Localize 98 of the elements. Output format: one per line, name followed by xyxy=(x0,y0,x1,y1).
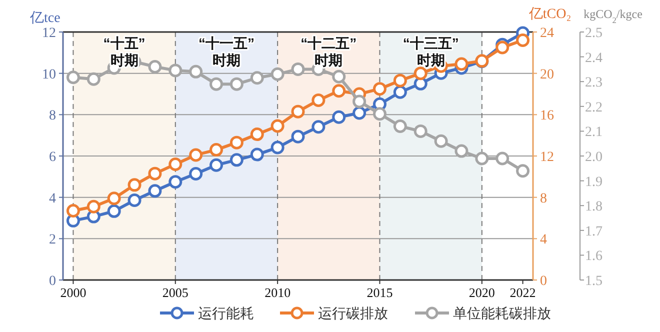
point xyxy=(475,152,489,166)
x-tick-label: 2015 xyxy=(366,285,393,300)
point xyxy=(332,110,346,124)
point xyxy=(230,77,244,91)
point xyxy=(168,64,182,78)
legend-label: 单位能耗碳排放 xyxy=(453,305,551,321)
point xyxy=(352,94,366,108)
y2-tick-label: 8 xyxy=(540,191,547,206)
y-tick-label: 10 xyxy=(42,67,56,82)
point xyxy=(250,71,264,85)
point xyxy=(414,76,428,90)
band-label: “十五” 时期 xyxy=(103,35,146,68)
point xyxy=(332,84,346,98)
legend-item: 运行能耗 xyxy=(160,305,254,321)
point xyxy=(189,64,203,78)
x-tick-label: 2000 xyxy=(60,285,86,300)
y2-axis-title: 亿tCO₂ xyxy=(528,6,572,22)
y3-tick-label: 2.0 xyxy=(585,150,602,165)
point xyxy=(434,134,448,148)
point xyxy=(250,148,264,162)
x-tick-label: 2010 xyxy=(264,285,291,300)
point xyxy=(291,104,305,118)
y-axis-title: 亿tce xyxy=(29,10,60,26)
point xyxy=(128,193,142,207)
y3-tick-label: 2.1 xyxy=(585,125,602,140)
point xyxy=(496,40,510,54)
legend-item: 单位能耗碳排放 xyxy=(415,305,551,321)
y-tick-label: 0 xyxy=(49,274,56,289)
point xyxy=(230,153,244,167)
point xyxy=(291,62,305,76)
point xyxy=(128,178,142,192)
point xyxy=(454,57,468,71)
y2-tick-label: 20 xyxy=(540,67,554,82)
point xyxy=(516,164,530,178)
point xyxy=(270,140,284,154)
point xyxy=(516,34,530,48)
point xyxy=(270,119,284,133)
y3-tick-label: 2.5 xyxy=(585,26,602,41)
y3-tick-label: 1.6 xyxy=(585,249,602,264)
point xyxy=(454,144,468,158)
point xyxy=(168,158,182,172)
y2-tick-label: 0 xyxy=(540,274,547,289)
y-tick-label: 2 xyxy=(49,232,56,248)
y3-tick-label: 1.5 xyxy=(585,274,602,289)
y2-tick-label: 4 xyxy=(540,232,547,248)
point xyxy=(291,130,305,144)
point xyxy=(352,106,366,120)
y3-tick-label: 1.7 xyxy=(585,224,602,240)
point xyxy=(210,77,224,91)
point xyxy=(332,70,346,84)
point xyxy=(189,167,203,181)
point xyxy=(107,204,121,218)
point xyxy=(66,204,80,218)
point xyxy=(86,200,100,214)
y3-tick-label: 2.2 xyxy=(585,100,602,116)
point xyxy=(270,67,284,81)
legend-label: 运行能耗 xyxy=(198,305,254,321)
y-tick-label: 8 xyxy=(49,108,56,124)
y3-tick-label: 1.8 xyxy=(585,200,602,215)
point xyxy=(312,93,326,107)
point xyxy=(210,143,224,157)
point xyxy=(189,148,203,162)
point xyxy=(210,158,224,172)
point xyxy=(414,124,428,138)
point xyxy=(148,184,162,198)
y3-tick-label: 2.4 xyxy=(585,50,602,66)
band-label: “十一五” 时期 xyxy=(198,35,254,68)
point xyxy=(148,60,162,74)
y-tick-label: 4 xyxy=(49,191,56,206)
point xyxy=(312,120,326,134)
y3-axis-title: kgCO$_{2}$/kgce xyxy=(584,7,642,24)
point xyxy=(107,192,121,206)
y2-tick-label: 12 xyxy=(540,150,554,165)
x-tick-label: 2005 xyxy=(162,285,188,300)
point xyxy=(372,82,386,96)
point xyxy=(393,119,407,133)
point xyxy=(372,107,386,121)
y3-tick-label: 2.3 xyxy=(585,76,602,91)
point xyxy=(86,72,100,86)
point xyxy=(414,66,428,80)
point xyxy=(168,175,182,189)
legend-label: 运行碳排放 xyxy=(318,305,388,321)
y3-tick-label: 1.9 xyxy=(585,174,602,190)
legend-item: 运行碳排放 xyxy=(280,305,388,321)
point xyxy=(393,85,407,99)
point xyxy=(230,136,244,150)
point xyxy=(148,166,162,180)
point xyxy=(393,74,407,88)
y2-tick-label: 24 xyxy=(540,26,554,41)
x-tick-label: 2022 xyxy=(510,285,536,300)
y2-tick-label: 16 xyxy=(540,108,554,124)
y-tick-label: 12 xyxy=(42,26,56,41)
band-label: “十二五” 时期 xyxy=(300,35,357,68)
y-tick-label: 6 xyxy=(49,150,56,165)
point xyxy=(496,152,510,166)
point xyxy=(66,70,80,84)
point xyxy=(250,128,264,142)
x-tick-label: 2020 xyxy=(468,285,495,300)
